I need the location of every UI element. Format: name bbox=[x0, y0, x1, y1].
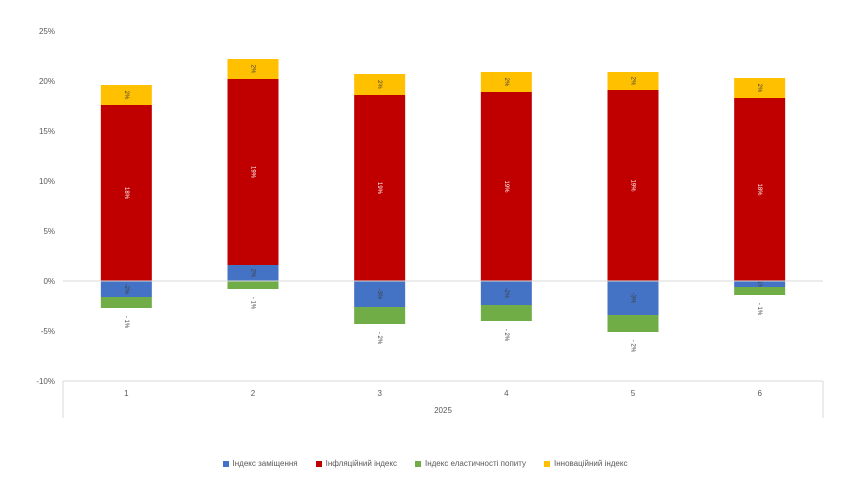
y-tick-label: 20% bbox=[39, 77, 55, 86]
data-label: 19% bbox=[249, 166, 255, 179]
data-label: 18% bbox=[123, 187, 129, 200]
data-label: - 1% bbox=[756, 303, 762, 316]
x-tick-label: 1 bbox=[124, 389, 129, 398]
data-label: - 2% bbox=[629, 340, 635, 353]
legend-label: Індекс заміщення bbox=[232, 459, 298, 468]
bar-segment bbox=[607, 90, 659, 281]
data-label: -3% bbox=[629, 293, 635, 304]
legend-swatch bbox=[315, 460, 322, 467]
y-axis: -10% -5% 0% 5% 10% 15% 20% 25% bbox=[36, 27, 55, 386]
x-group-label: 2025 bbox=[434, 406, 452, 415]
bar-segment bbox=[734, 78, 786, 98]
data-label: -2% bbox=[123, 284, 129, 295]
bar-segment bbox=[480, 281, 532, 305]
data-label: - 2% bbox=[376, 332, 382, 345]
bar-segment bbox=[480, 92, 532, 281]
legend-label: Індекс еластичності попиту bbox=[424, 459, 527, 468]
bar-segment bbox=[227, 79, 279, 265]
bar-segment bbox=[354, 281, 406, 307]
bar-segment bbox=[354, 74, 406, 95]
bar-segment bbox=[607, 281, 659, 315]
x-tick-label: 3 bbox=[377, 389, 382, 398]
bar-segment bbox=[480, 305, 532, 321]
legend-item: Індекс еластичності попиту bbox=[414, 459, 527, 468]
data-label: - 2% bbox=[503, 329, 509, 342]
y-tick-label: 10% bbox=[39, 177, 55, 186]
data-label: 2% bbox=[756, 84, 762, 93]
bar-segment bbox=[607, 72, 659, 90]
y-tick-label: 15% bbox=[39, 127, 55, 136]
data-label: 18% bbox=[756, 183, 762, 196]
bar-segment bbox=[100, 105, 152, 281]
data-label: 2% bbox=[249, 269, 255, 278]
bars: -2% 18% - 1% 2% 2% 19% - 1% 2% -3% 19% - 2% 2% -2% 19… bbox=[63, 59, 823, 353]
x-axis: 1 2 3 4 5 6 2025 bbox=[62, 380, 824, 418]
x-tick-label: 2 bbox=[251, 389, 256, 398]
data-label: -1% bbox=[756, 279, 762, 290]
bar-segment bbox=[734, 287, 786, 295]
bar-segment bbox=[354, 95, 406, 281]
data-label: -2% bbox=[503, 288, 509, 299]
bar-segment bbox=[100, 85, 152, 105]
bar-segment bbox=[100, 281, 152, 297]
data-label: - 1% bbox=[123, 316, 129, 329]
y-tick-label: 0% bbox=[43, 277, 55, 286]
bar-segment bbox=[227, 265, 279, 281]
y-tick-label: 25% bbox=[39, 27, 55, 36]
legend-item: Інноваційний індекс bbox=[544, 459, 627, 468]
data-label: - 1% bbox=[249, 297, 255, 310]
legend: Індекс заміщення Інфляційний індекс Індекс… bbox=[0, 459, 850, 468]
bar-segment bbox=[480, 72, 532, 92]
x-tick-label: 6 bbox=[757, 389, 762, 398]
y-tick-label: -5% bbox=[41, 327, 55, 336]
data-label: 19% bbox=[503, 180, 509, 193]
bar-segment bbox=[734, 98, 786, 281]
data-label: 2% bbox=[376, 80, 382, 89]
x-tick-label: 4 bbox=[504, 389, 509, 398]
legend-label: Інфляційний індекс bbox=[325, 459, 397, 468]
data-label: 2% bbox=[249, 65, 255, 74]
legend-swatch bbox=[222, 460, 229, 467]
bar-segment bbox=[607, 315, 659, 332]
bar-segment bbox=[354, 307, 406, 324]
legend-item: Індекс заміщення bbox=[222, 459, 298, 468]
data-label: 2% bbox=[503, 78, 509, 87]
bar-segment bbox=[100, 297, 152, 308]
data-label: 2% bbox=[123, 91, 129, 100]
legend-swatch bbox=[544, 460, 551, 467]
bar-segment bbox=[734, 281, 786, 287]
bar-segment bbox=[227, 59, 279, 79]
data-label: 19% bbox=[376, 182, 382, 195]
legend-label: Інноваційний індекс bbox=[554, 459, 628, 468]
legend-item: Інфляційний індекс bbox=[315, 459, 397, 468]
y-tick-label: 5% bbox=[43, 227, 55, 236]
data-label: -3% bbox=[376, 289, 382, 300]
legend-swatch bbox=[414, 460, 421, 467]
bar-segment bbox=[227, 281, 279, 289]
y-tick-label: -10% bbox=[36, 377, 55, 386]
data-label: 2% bbox=[629, 77, 635, 86]
x-tick-label: 5 bbox=[631, 389, 636, 398]
data-label: 19% bbox=[629, 179, 635, 192]
